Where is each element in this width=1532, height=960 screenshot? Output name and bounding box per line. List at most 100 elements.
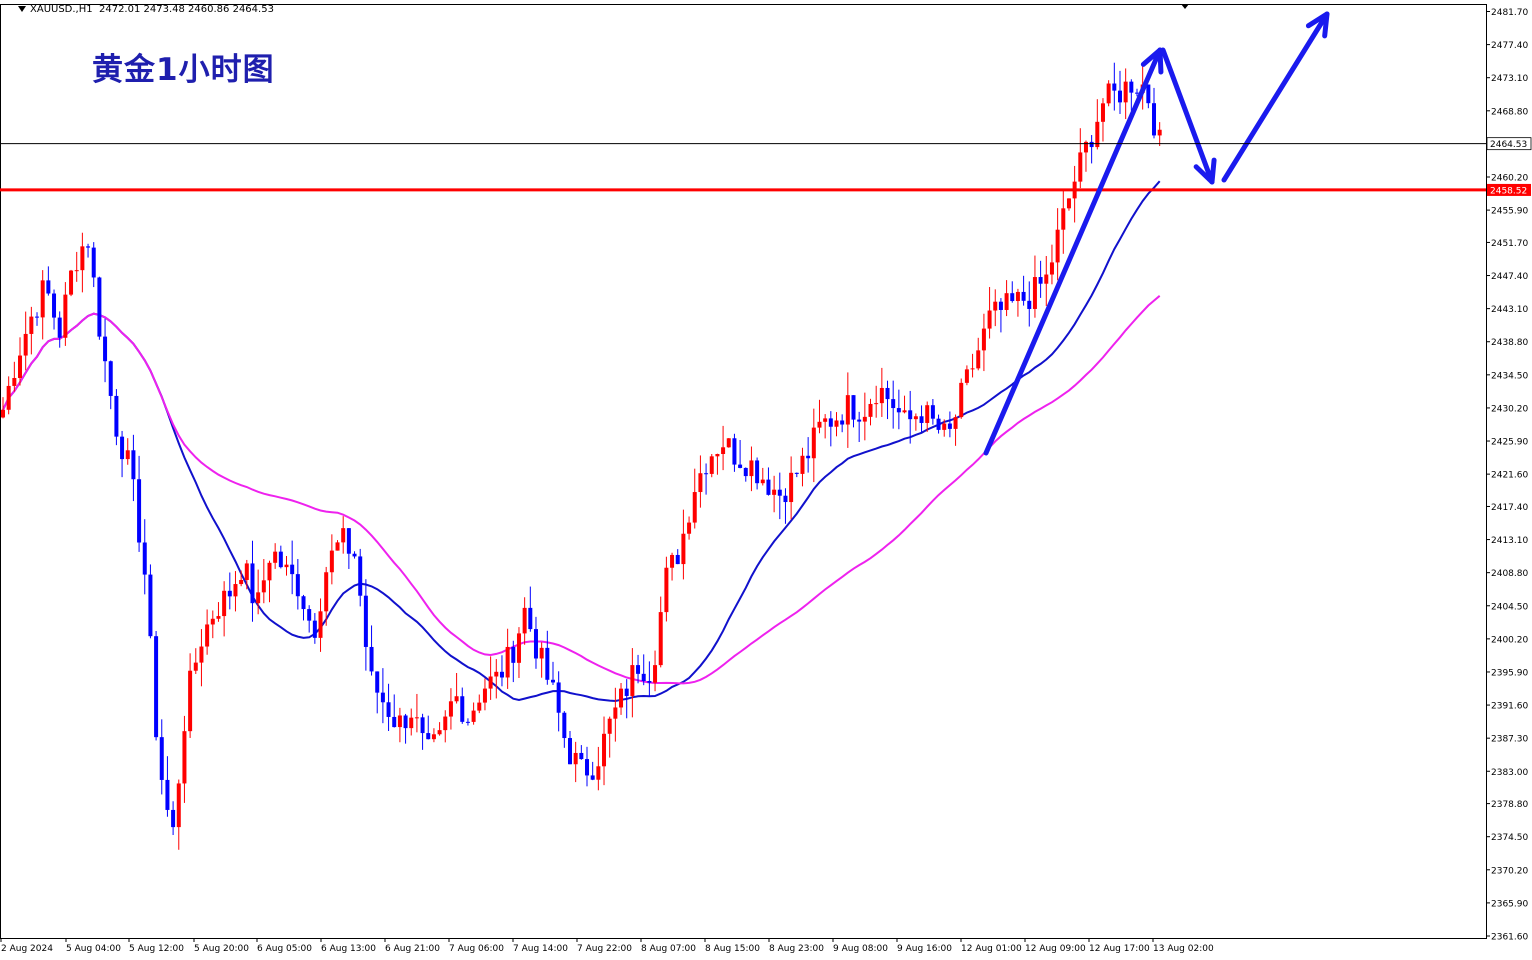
candle-body (1049, 262, 1054, 275)
candle-body (732, 438, 737, 465)
candle-body (443, 716, 448, 731)
candle-body (533, 629, 538, 659)
candle-body (499, 671, 504, 678)
y-tick-label: 2425.90 (1491, 438, 1528, 448)
y-tick-label: 2460.20 (1491, 174, 1528, 184)
candle-body (142, 542, 147, 575)
candle-body (199, 646, 204, 663)
candle-body (335, 542, 340, 551)
y-tick-label: 2421.60 (1491, 471, 1528, 481)
y-tick-label: 2370.20 (1491, 866, 1528, 876)
dropdown-triangle-icon[interactable] (18, 6, 26, 12)
y-tick-label: 2438.80 (1491, 338, 1528, 348)
x-tick-label: 12 Aug 09:00 (1025, 944, 1086, 954)
candle-body (947, 423, 952, 429)
candle-body (647, 680, 652, 683)
candle-body (670, 554, 675, 568)
candle-body (63, 294, 68, 338)
candle-body (539, 647, 544, 659)
trend-arrow-line[interactable] (1160, 47, 1215, 185)
y-tick-label: 2361.60 (1491, 933, 1528, 943)
candle-body (590, 775, 595, 780)
candle-body (755, 460, 760, 484)
candle-body (766, 479, 771, 495)
x-tick-label: 9 Aug 16:00 (897, 944, 952, 954)
x-tick-label: 13 Aug 02:00 (1153, 944, 1214, 954)
candle-body (267, 562, 272, 581)
candle-body (358, 556, 363, 596)
plot-frame (0, 4, 1487, 939)
candle-body (312, 620, 317, 638)
candle-body (318, 611, 323, 638)
y-tick-label: 2434.50 (1491, 371, 1528, 381)
candle-body (148, 574, 153, 637)
x-tick-label: 5 Aug 20:00 (194, 944, 249, 954)
candle-body (573, 752, 578, 765)
candle-body (998, 301, 1003, 310)
candle-body (57, 317, 62, 338)
candle-body (1089, 141, 1094, 148)
y-tick-label: 2455.90 (1491, 207, 1528, 217)
candle-body (397, 715, 402, 728)
candle-body (845, 395, 850, 425)
candle-body (919, 416, 924, 423)
candle-body (743, 467, 748, 477)
trend-arrow-line[interactable] (1221, 11, 1330, 183)
candle-body (981, 328, 986, 351)
candle-body (205, 624, 210, 647)
y-tick-label: 2430.20 (1491, 404, 1528, 414)
candle-body (256, 592, 261, 604)
y-tick-label: 2443.10 (1491, 305, 1528, 315)
candle-body (794, 472, 799, 474)
y-tick-label: 2395.90 (1491, 668, 1528, 678)
candle-body (295, 574, 300, 597)
candle-body (431, 734, 436, 740)
candle-body (12, 377, 17, 386)
candle-body (862, 416, 867, 422)
candle-body (471, 710, 476, 722)
candle-body (613, 707, 618, 719)
candle-body (18, 355, 23, 378)
candle-body (392, 716, 397, 728)
trend-arrow-line[interactable] (983, 47, 1163, 456)
candle-body (726, 438, 731, 448)
candle-body (715, 454, 720, 457)
current-price-label: 2464.53 (1490, 140, 1527, 150)
trend-arrow-head (1193, 157, 1217, 185)
candle-body (6, 385, 11, 410)
candle-body (562, 712, 567, 739)
candle-body (307, 609, 312, 621)
x-tick-label: 5 Aug 04:00 (66, 944, 121, 954)
candle-body (80, 246, 85, 271)
candle-body (284, 564, 289, 568)
x-tick-label: 6 Aug 13:00 (321, 944, 376, 954)
candle-body (505, 646, 510, 678)
candle-body (91, 247, 96, 278)
candle-body (1021, 291, 1026, 301)
candle-body (409, 717, 414, 729)
candle-body (789, 472, 794, 503)
candle-body (828, 418, 833, 427)
candle-body (738, 464, 743, 468)
candle-body (290, 564, 295, 575)
candle-body (261, 580, 266, 593)
x-tick-label: 2 Aug 2024 (1, 944, 53, 954)
y-tick-label: 2374.50 (1491, 833, 1528, 843)
candle-body (120, 436, 125, 460)
candle-body (970, 368, 975, 370)
candle-body (692, 492, 697, 523)
candle-body (244, 563, 249, 580)
candle-body (222, 590, 227, 617)
candle-body (1157, 129, 1162, 136)
x-tick-label: 6 Aug 21:00 (385, 944, 440, 954)
symbol-label: XAUUSD.,H1 (30, 4, 93, 15)
candle-body (1078, 152, 1083, 182)
candle-body (1032, 277, 1037, 309)
candle-body (386, 702, 391, 717)
candle-body (131, 450, 136, 480)
candle-body (760, 479, 765, 484)
candle-body (171, 809, 176, 828)
y-tick-label: 2391.60 (1491, 702, 1528, 712)
x-tick-label: 12 Aug 17:00 (1089, 944, 1150, 954)
